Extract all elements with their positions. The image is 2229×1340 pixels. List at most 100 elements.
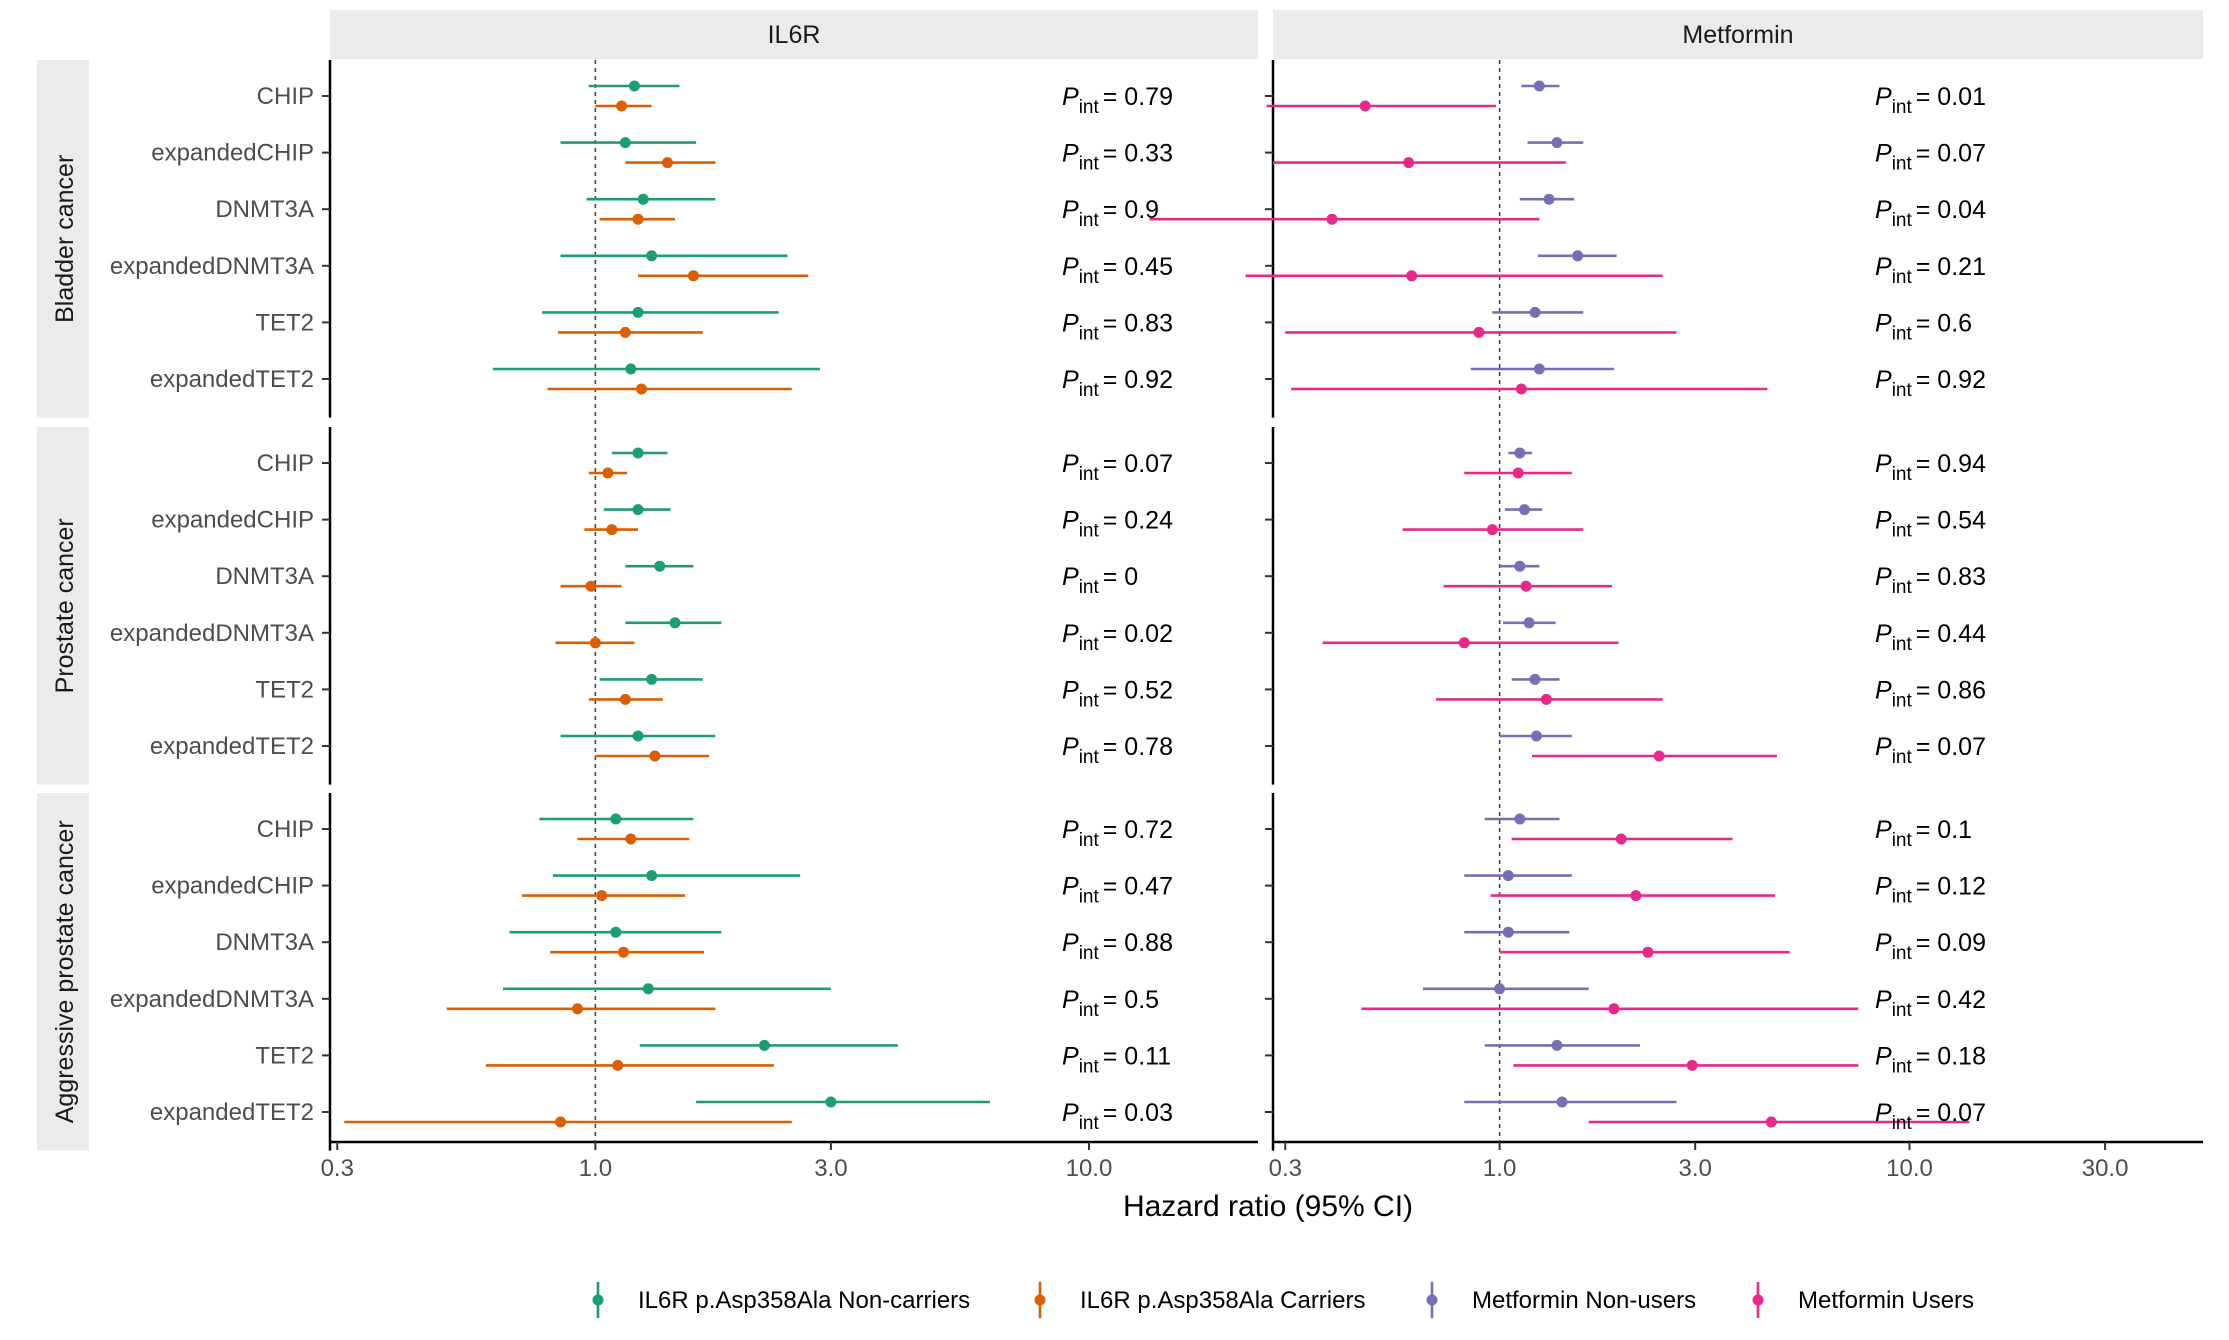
point-estimate — [1630, 890, 1642, 902]
p-subscript: int — [1079, 323, 1100, 344]
legend-key-point — [592, 1294, 604, 1306]
p-value: = 0.09 — [1916, 929, 1986, 957]
point-estimate — [1551, 1039, 1563, 1051]
point-estimate — [1572, 250, 1584, 262]
point-estimate — [637, 193, 649, 205]
p-interaction-label: Pint = 0.44 — [1875, 620, 1986, 655]
p-value: = 0.6 — [1916, 309, 1972, 337]
point-estimate — [646, 673, 658, 685]
row-group-strip — [37, 427, 89, 785]
p-value: = 0.07 — [1103, 450, 1173, 478]
p-value: = 0.04 — [1916, 196, 1986, 224]
p-subscript: int — [1079, 154, 1100, 175]
point-estimate — [1530, 730, 1542, 742]
p-interaction-label: Pint = 0.5 — [1062, 986, 1159, 1021]
legend-key-point — [1426, 1294, 1438, 1306]
point-estimate — [649, 750, 661, 762]
p-interaction-label: Pint = 0.02 — [1062, 620, 1173, 655]
p-value: = 0.03 — [1103, 1099, 1173, 1127]
row-label: TET2 — [255, 676, 314, 703]
p-interaction-label: Pint = 0.1 — [1875, 816, 1972, 851]
p-symbol: P — [1875, 873, 1892, 901]
p-interaction-label: Pint = 0.07 — [1875, 733, 1986, 768]
panel-strip-title: Metformin — [1682, 21, 1793, 49]
p-value: = 0.92 — [1916, 366, 1986, 394]
point-estimate — [1514, 813, 1526, 825]
p-interaction-label: Pint = 0.12 — [1875, 873, 1986, 908]
point-estimate — [1326, 213, 1338, 225]
p-interaction-label: Pint = 0.52 — [1062, 676, 1173, 711]
point-estimate — [1523, 617, 1535, 629]
point-estimate — [669, 617, 681, 629]
p-symbol: P — [1875, 986, 1892, 1014]
p-subscript: int — [1079, 380, 1100, 401]
panel-strip-title: IL6R — [768, 21, 821, 49]
p-subscript: int — [1892, 830, 1913, 851]
point-estimate — [1512, 467, 1524, 479]
p-value: = 0.21 — [1916, 253, 1986, 281]
point-estimate — [602, 467, 614, 479]
p-interaction-label: Pint = 0.47 — [1062, 873, 1173, 908]
point-estimate — [1473, 326, 1485, 338]
point-estimate — [1529, 673, 1541, 685]
point-estimate — [625, 363, 637, 375]
p-value: = 0.1 — [1916, 816, 1972, 844]
point-estimate — [1518, 504, 1530, 516]
p-subscript: int — [1892, 1056, 1913, 1077]
p-symbol: P — [1062, 676, 1079, 704]
point-estimate — [661, 157, 673, 169]
p-symbol: P — [1875, 676, 1892, 704]
panel-strip — [1273, 10, 2203, 59]
p-value: = 0.52 — [1103, 676, 1173, 704]
p-subscript: int — [1079, 943, 1100, 964]
p-subscript: int — [1892, 1000, 1913, 1021]
p-value: = 0.44 — [1916, 620, 1986, 648]
p-value: = 0 — [1103, 563, 1138, 591]
p-subscript: int — [1079, 267, 1100, 288]
p-interaction-label: Pint = 0.9 — [1062, 196, 1159, 231]
p-subscript: int — [1892, 210, 1913, 231]
p-subscript: int — [1892, 747, 1913, 768]
p-symbol: P — [1875, 196, 1892, 224]
point-estimate — [1514, 447, 1526, 459]
row-group-strip-label: Prostate cancer — [51, 518, 79, 693]
p-interaction-label: Pint = 0.01 — [1875, 83, 1986, 118]
p-value: = 0.83 — [1103, 309, 1173, 337]
p-value: = 0.5 — [1103, 986, 1159, 1014]
p-value: = 0.18 — [1916, 1042, 1986, 1070]
p-subscript: int — [1892, 887, 1913, 908]
p-value: = 0.24 — [1103, 507, 1173, 535]
row-group-strip-label: Aggressive prostate cancer — [51, 820, 79, 1123]
p-symbol: P — [1875, 816, 1892, 844]
p-symbol: P — [1875, 563, 1892, 591]
row-label: expandedDNMT3A — [110, 986, 314, 1013]
p-symbol: P — [1875, 507, 1892, 535]
x-tick-label: 10.0 — [1066, 1155, 1113, 1182]
point-estimate — [646, 870, 658, 882]
p-symbol: P — [1875, 83, 1892, 111]
point-estimate — [1494, 983, 1506, 995]
p-interaction-label: Pint = 0.42 — [1875, 986, 1986, 1021]
p-value: = 0.94 — [1916, 450, 1986, 478]
p-symbol: P — [1062, 140, 1079, 168]
p-symbol: P — [1062, 563, 1079, 591]
p-interaction-label: Pint = 0.92 — [1062, 366, 1173, 401]
row-group-strip-label: Bladder cancer — [51, 155, 79, 323]
legend-label: Metformin Users — [1798, 1287, 1974, 1314]
p-symbol: P — [1062, 620, 1079, 648]
point-estimate — [1533, 80, 1545, 92]
point-estimate — [616, 100, 628, 112]
point-estimate — [825, 1096, 837, 1108]
row-label: TET2 — [255, 1042, 314, 1069]
p-subscript: int — [1079, 887, 1100, 908]
point-estimate — [1556, 1096, 1568, 1108]
point-estimate — [619, 693, 631, 705]
panel-strip — [330, 10, 1258, 59]
p-value: = 0.72 — [1103, 816, 1173, 844]
legend-label: IL6R p.Asp358Ala Carriers — [1080, 1287, 1365, 1314]
p-symbol: P — [1875, 309, 1892, 337]
row-label: expandedDNMT3A — [110, 253, 314, 280]
p-subscript: int — [1079, 1000, 1100, 1021]
p-symbol: P — [1875, 620, 1892, 648]
